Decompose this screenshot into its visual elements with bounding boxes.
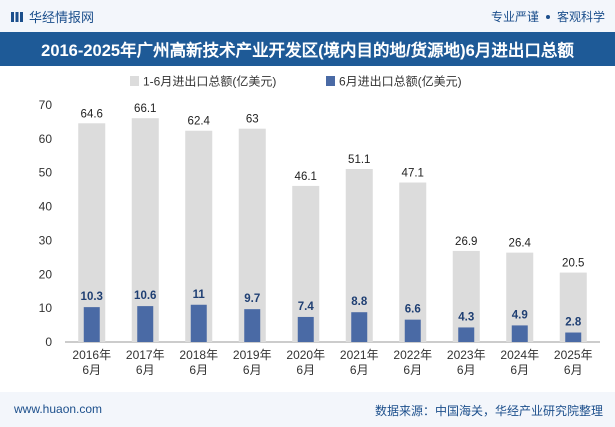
x-tick-label-month: 6月 [510,363,529,377]
bar-june [404,319,421,342]
legend-label-total: 1-6月进出口总额(亿美元) [143,74,276,89]
legend-swatch-total [130,76,139,86]
bar-june [565,332,582,342]
bar-june [137,306,154,342]
x-tick-label-month: 6月 [403,363,422,377]
bar-june [351,312,368,342]
bar-total [559,272,587,342]
x-tick-label-year: 2019年 [233,348,272,362]
y-tick-label: 10 [39,301,53,315]
data-label-june: 4.3 [458,311,474,323]
bar-june [190,304,207,342]
brand-name: 华经情报网 [29,10,95,25]
tagline-right: 客观科学 [556,10,605,24]
data-label-total: 26.9 [455,236,477,248]
brand: 华经情报网 [10,7,94,26]
bar-june [83,307,100,342]
x-tick-label-year: 2018年 [179,348,218,362]
bar-chart: 0 10 20 30 40 50 60 70 1-6月进出口总额(亿美元) 6月进出口总额(亿美元… [39,74,600,377]
bar-total [292,185,320,342]
bar-total [238,128,266,342]
separator-dot-icon [545,14,550,19]
x-tick-label-month: 6月 [564,363,583,377]
tagline-left: 专业严谨 [490,10,539,24]
data-label-total: 62.4 [188,116,211,128]
data-label-total: 66.1 [134,103,156,115]
x-tick-label-month: 6月 [82,363,101,377]
y-tick-label: 0 [45,335,52,349]
data-label-june: 9.7 [244,293,260,305]
x-tick-label-year: 2024年 [500,348,539,362]
footer: www.huaon.com 数据来源：中国海关，华经产业研究院整理 [0,392,615,427]
x-tick-label-year: 2021年 [340,348,379,362]
bar-june [244,309,261,342]
bar-june [297,316,314,342]
y-tick-label: 70 [39,98,53,112]
bar-total [452,250,480,342]
bar-total [131,118,159,342]
brand-logo-icon [11,11,23,22]
x-tick-label-year: 2016年 [72,348,111,362]
x-tick-label-month: 6月 [457,363,476,377]
y-tick-label: 30 [39,233,53,247]
chart-title: 2016-2025年广州高新技术产业开发区(境内目的地/货源地)6月进出口总额 [0,32,615,66]
data-label-total: 46.1 [295,171,317,183]
data-label-june: 10.3 [81,291,103,303]
x-tick-label-month: 6月 [189,363,208,377]
bar-june [511,325,528,342]
data-label-june: 10.6 [134,290,156,302]
data-label-june: 7.4 [298,301,315,313]
data-source: 数据来源：中国海关，华经产业研究院整理 [374,404,603,418]
x-tick-label-month: 6月 [243,363,262,377]
y-tick-label: 40 [39,200,53,214]
data-label-june: 11 [193,289,206,301]
tagline: 专业严谨 客观科学 [491,8,605,25]
data-label-total: 47.1 [402,168,424,180]
data-label-total: 20.5 [562,258,584,270]
x-tick-label-year: 2017年 [126,348,165,362]
data-label-total: 26.4 [509,238,532,250]
x-tick-label-year: 2020年 [286,348,325,362]
data-label-total: 63 [246,114,259,126]
x-tick-label-month: 6月 [296,363,315,377]
data-label-june: 2.8 [565,317,582,329]
bar-june [458,327,475,342]
data-label-june: 4.9 [512,309,528,321]
bar-total [78,123,106,342]
data-label-total: 51.1 [348,154,370,166]
x-tick-label-month: 6月 [350,363,369,377]
y-tick-label: 20 [39,267,53,281]
legend-label-june: 6月进出口总额(亿美元) [339,74,462,89]
top-bar: 华经情报网 专业严谨 客观科学 [0,0,615,32]
x-tick-label-year: 2023年 [447,348,486,362]
x-tick-label-year: 2022年 [393,348,432,362]
footer-url[interactable]: www.huaon.com [14,402,103,416]
legend-swatch-june [326,76,335,86]
data-label-total: 64.6 [81,108,103,120]
y-tick-label: 50 [39,166,53,180]
x-tick-label-month: 6月 [136,363,155,377]
y-tick-label: 60 [39,132,53,146]
x-tick-label-year: 2025年 [554,348,593,362]
data-label-june: 8.8 [351,296,368,308]
data-label-june: 6.6 [405,304,421,316]
bar-total [399,182,427,342]
